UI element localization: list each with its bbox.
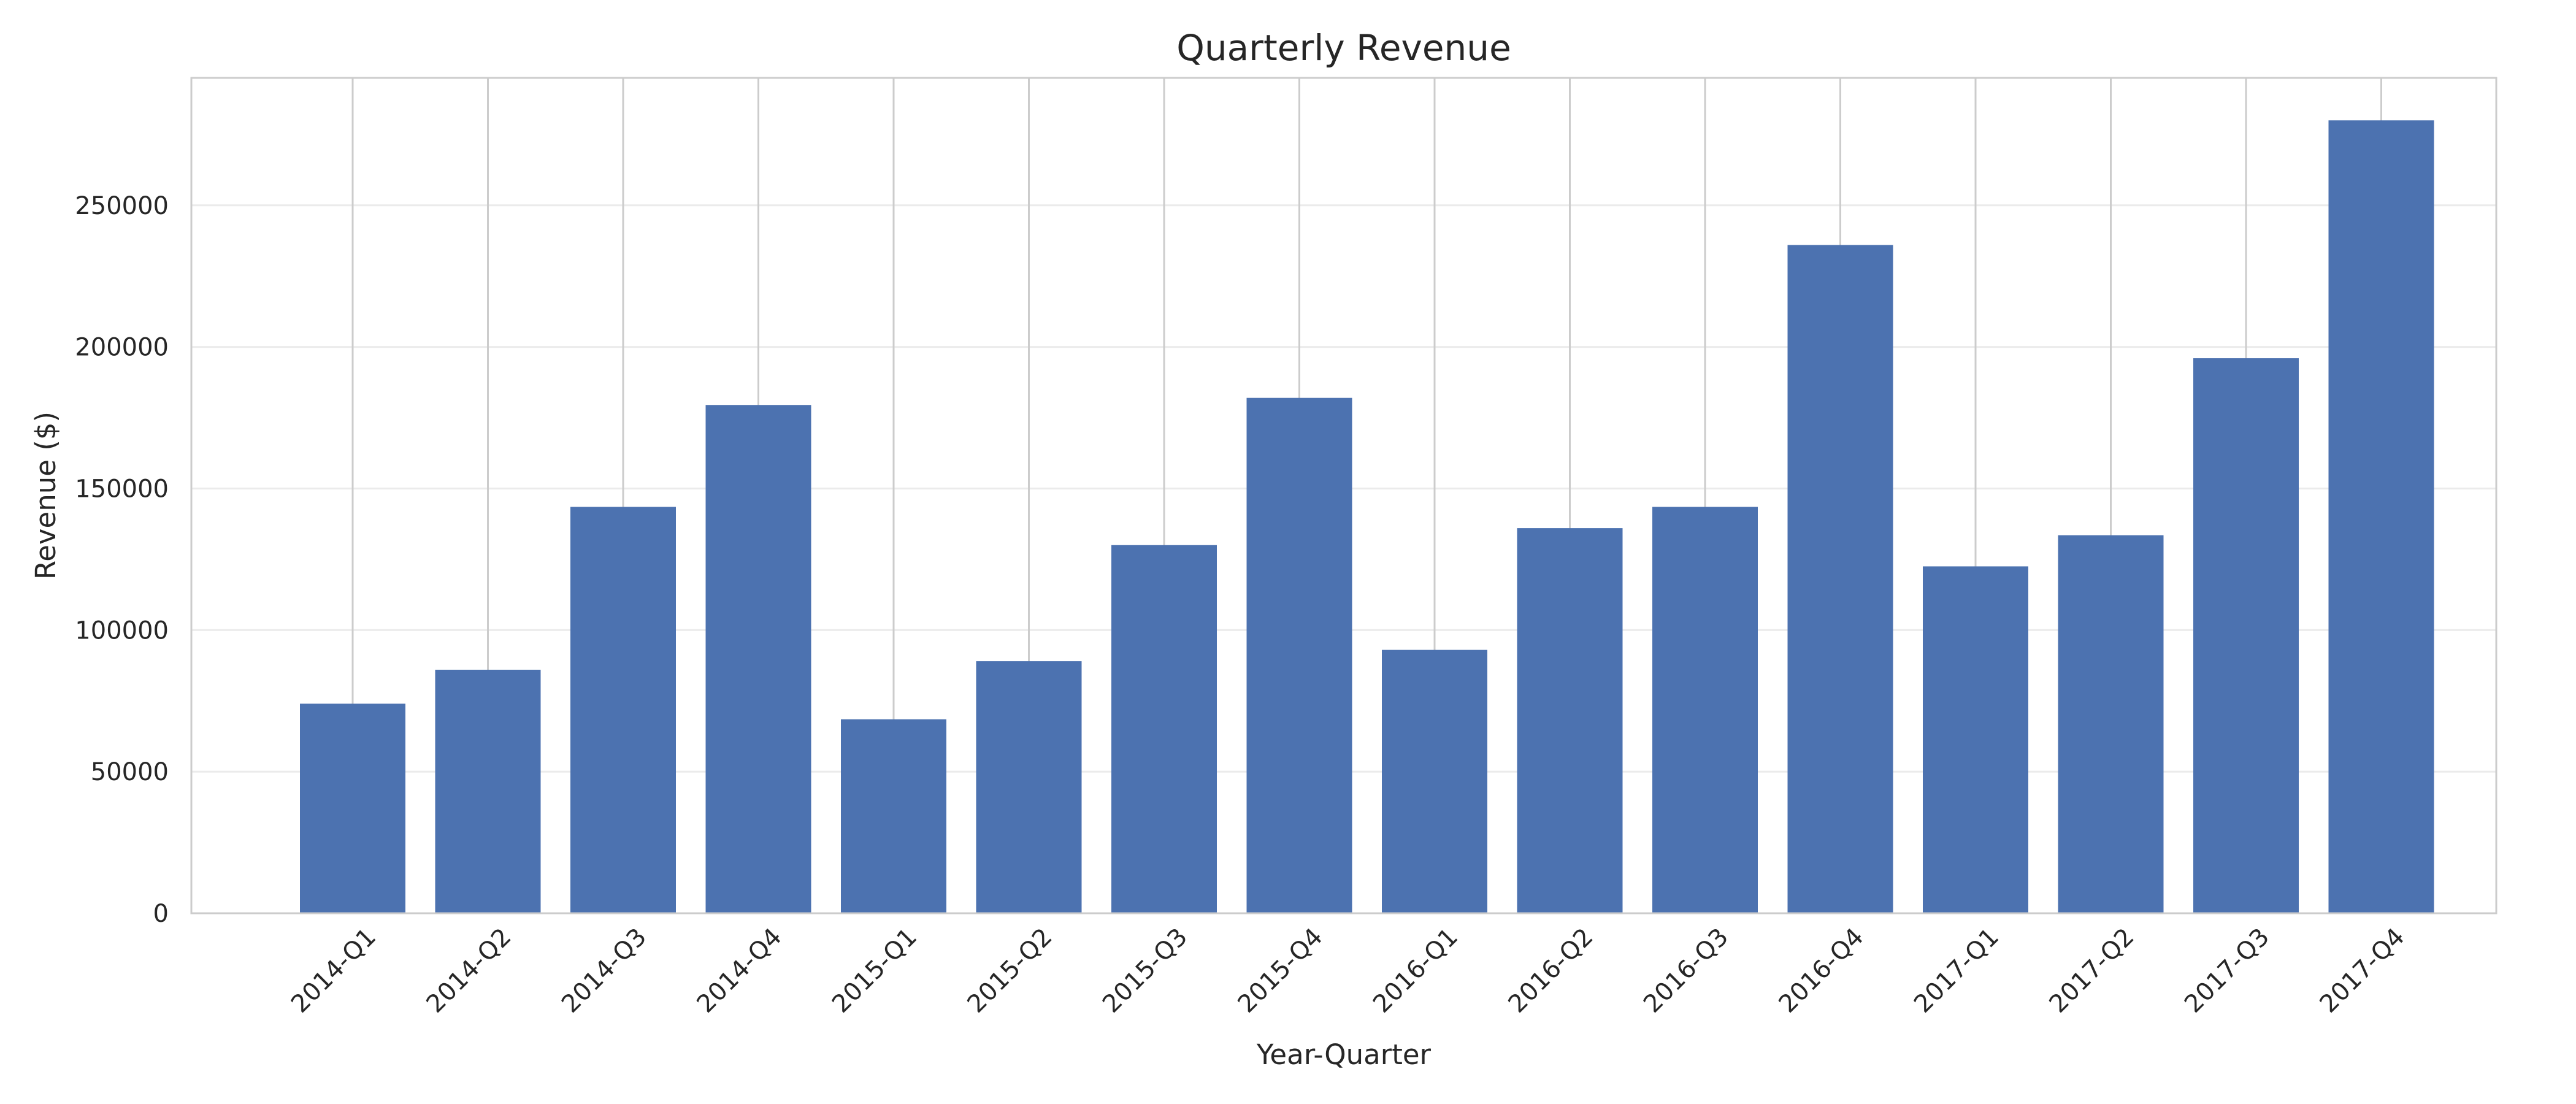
- bar-2017-Q3: [2193, 358, 2299, 913]
- x-tick-label: 2015-Q3: [1097, 923, 1193, 1019]
- bar-2016-Q1: [1382, 650, 1487, 913]
- x-tick-labels: 2014-Q1 2014-Q2 2014-Q3 2014-Q4 2015-Q1 2015-…: [286, 923, 2410, 1019]
- y-tick-label: 250000: [75, 192, 169, 220]
- bar-2016-Q3: [1652, 507, 1758, 913]
- x-tick-label: 2016-Q4: [1774, 923, 1869, 1019]
- x-tick-label: 2014-Q4: [692, 923, 788, 1019]
- bar-2014-Q3: [570, 507, 676, 913]
- bar-2015-Q2: [976, 661, 1082, 913]
- chart-title: Quarterly Revenue: [1176, 27, 1511, 69]
- bar-2016-Q4: [1787, 245, 1893, 913]
- bar-2014-Q2: [435, 669, 541, 913]
- bar-2015-Q3: [1111, 545, 1217, 913]
- bar-2014-Q1: [300, 703, 405, 913]
- bar-2016-Q2: [1517, 528, 1623, 913]
- y-tick-label: 150000: [75, 475, 169, 503]
- y-tick-label: 100000: [75, 616, 169, 645]
- x-tick-label: 2015-Q1: [827, 923, 922, 1019]
- bar-2015-Q1: [841, 719, 946, 913]
- x-tick-label: 2015-Q4: [1233, 923, 1328, 1019]
- y-tick-label: 0: [153, 900, 169, 928]
- x-tick-label: 2015-Q2: [962, 923, 1058, 1019]
- y-axis-label: Revenue ($): [29, 412, 62, 580]
- bar-2017-Q1: [1923, 566, 2028, 913]
- bar-2014-Q4: [705, 405, 811, 913]
- bar-2017-Q4: [2328, 120, 2434, 913]
- x-tick-label: 2014-Q1: [286, 923, 381, 1019]
- y-tick-label: 200000: [75, 334, 169, 362]
- x-tick-label: 2017-Q1: [1909, 923, 2004, 1019]
- x-tick-label: 2014-Q2: [421, 923, 517, 1019]
- bar-2017-Q2: [2058, 535, 2164, 913]
- x-tick-label: 2014-Q3: [556, 923, 652, 1019]
- y-tick-labels: 0 50000 100000 150000 200000 250000: [75, 192, 169, 928]
- plot-frame: [190, 77, 2497, 914]
- x-axis-label: Year-Quarter: [1256, 1038, 1432, 1071]
- x-tick-label: 2016-Q2: [1503, 923, 1599, 1019]
- x-tick-label: 2016-Q3: [1638, 923, 1734, 1019]
- x-tick-label: 2017-Q2: [2044, 923, 2140, 1019]
- x-tick-label: 2017-Q4: [2315, 923, 2410, 1019]
- bars: [300, 120, 2434, 913]
- x-tick-label: 2016-Q1: [1368, 923, 1463, 1019]
- bar-2015-Q4: [1246, 397, 1352, 913]
- x-tick-label: 2017-Q3: [2179, 923, 2275, 1019]
- y-tick-label: 50000: [91, 758, 169, 786]
